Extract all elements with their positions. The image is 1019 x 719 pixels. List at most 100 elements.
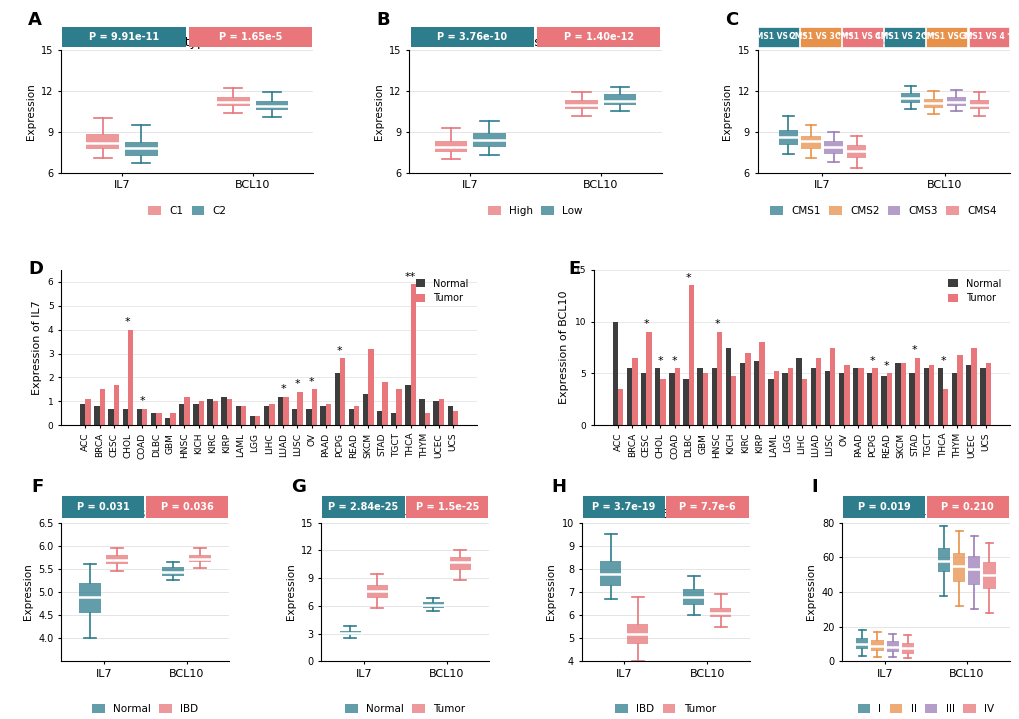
Bar [810, 368, 815, 426]
Text: A: A [29, 12, 42, 29]
Text: P = 1.5e-25: P = 1.5e-25 [416, 503, 479, 513]
FancyBboxPatch shape [599, 561, 621, 586]
Bar [936, 368, 943, 426]
Bar [844, 365, 849, 426]
FancyBboxPatch shape [125, 142, 158, 155]
Bar [411, 284, 416, 426]
Bar [758, 342, 764, 426]
Bar [127, 329, 133, 426]
Bar [979, 368, 984, 426]
Text: P = 0.031: P = 0.031 [76, 503, 129, 513]
FancyBboxPatch shape [923, 99, 943, 108]
Text: **: ** [405, 272, 416, 282]
Legend: Normal, Tumor: Normal, Tumor [341, 700, 469, 718]
Text: P = 3.76e-10: P = 3.76e-10 [437, 32, 507, 42]
Bar [782, 373, 787, 426]
Bar [291, 408, 298, 426]
FancyBboxPatch shape [411, 27, 534, 47]
Bar [390, 413, 396, 426]
Text: P = 9.91e-11: P = 9.91e-11 [89, 32, 159, 42]
FancyBboxPatch shape [870, 640, 882, 651]
Bar [745, 353, 750, 426]
Y-axis label: Expression: Expression [546, 564, 555, 620]
FancyBboxPatch shape [339, 631, 361, 635]
Bar [674, 368, 680, 426]
Text: P = 0.210: P = 0.210 [941, 503, 994, 513]
FancyBboxPatch shape [757, 27, 798, 47]
Bar [659, 379, 665, 426]
Bar [452, 411, 458, 426]
Y-axis label: Expression: Expression [285, 564, 296, 620]
FancyBboxPatch shape [217, 96, 250, 106]
Bar [269, 404, 274, 426]
Bar [207, 399, 213, 426]
Bar [852, 368, 857, 426]
Text: *: * [280, 384, 286, 394]
Bar [354, 406, 359, 426]
Legend: C1, C2: C1, C2 [144, 202, 230, 221]
Y-axis label: Expression: Expression [22, 564, 33, 620]
FancyBboxPatch shape [952, 553, 964, 582]
FancyBboxPatch shape [800, 27, 840, 47]
Y-axis label: Expression of IL7: Expression of IL7 [33, 301, 42, 395]
Text: I: I [811, 478, 817, 496]
FancyBboxPatch shape [162, 567, 183, 577]
Legend: Normal, IBD: Normal, IBD [88, 700, 202, 718]
Text: *: * [911, 345, 917, 355]
Text: H: H [551, 478, 566, 496]
FancyBboxPatch shape [777, 130, 797, 145]
Bar [142, 408, 148, 426]
Title: GSE3629: GSE3629 [637, 508, 694, 521]
FancyBboxPatch shape [627, 624, 648, 644]
Bar [965, 365, 970, 426]
FancyBboxPatch shape [582, 496, 664, 518]
FancyBboxPatch shape [62, 27, 185, 47]
Text: D: D [28, 260, 43, 278]
Bar [221, 397, 226, 426]
Bar [156, 413, 161, 426]
Y-axis label: Expression: Expression [721, 83, 732, 139]
Bar [433, 401, 438, 426]
Bar [824, 372, 829, 426]
Bar [235, 406, 240, 426]
Text: CMS1 VS 2 **: CMS1 VS 2 ** [750, 32, 806, 42]
Bar [895, 363, 900, 426]
Bar [137, 408, 142, 426]
FancyBboxPatch shape [709, 608, 731, 618]
Bar [984, 363, 989, 426]
Bar [184, 397, 190, 426]
FancyBboxPatch shape [982, 562, 995, 590]
Bar [151, 413, 156, 426]
Legend: High, Low: High, Low [484, 202, 586, 221]
Text: *: * [713, 319, 719, 329]
Text: CMS1 VS 4 ***: CMS1 VS 4 *** [958, 32, 1018, 42]
FancyBboxPatch shape [842, 496, 924, 518]
Y-axis label: Expression: Expression [25, 83, 36, 139]
Legend: Normal, Tumor: Normal, Tumor [412, 275, 472, 307]
FancyBboxPatch shape [106, 555, 127, 564]
Text: P = 1.65e-5: P = 1.65e-5 [218, 32, 282, 42]
Text: *: * [125, 317, 130, 327]
Bar [956, 355, 962, 426]
FancyBboxPatch shape [190, 554, 211, 562]
Bar [753, 361, 758, 426]
Text: P = 0.036: P = 0.036 [161, 503, 213, 513]
Bar [871, 368, 877, 426]
Text: *: * [685, 273, 691, 283]
Bar [306, 408, 312, 426]
Text: B: B [376, 12, 390, 29]
Bar [94, 406, 100, 426]
Bar [702, 373, 707, 426]
Bar [970, 347, 976, 426]
Bar [914, 358, 919, 426]
Bar [731, 375, 736, 426]
FancyBboxPatch shape [366, 585, 388, 598]
Bar [880, 375, 886, 426]
Bar [405, 385, 411, 426]
FancyBboxPatch shape [801, 136, 819, 149]
Bar [325, 404, 331, 426]
Text: *: * [657, 356, 662, 366]
FancyBboxPatch shape [449, 557, 471, 570]
FancyBboxPatch shape [565, 100, 597, 109]
Bar [726, 347, 731, 426]
